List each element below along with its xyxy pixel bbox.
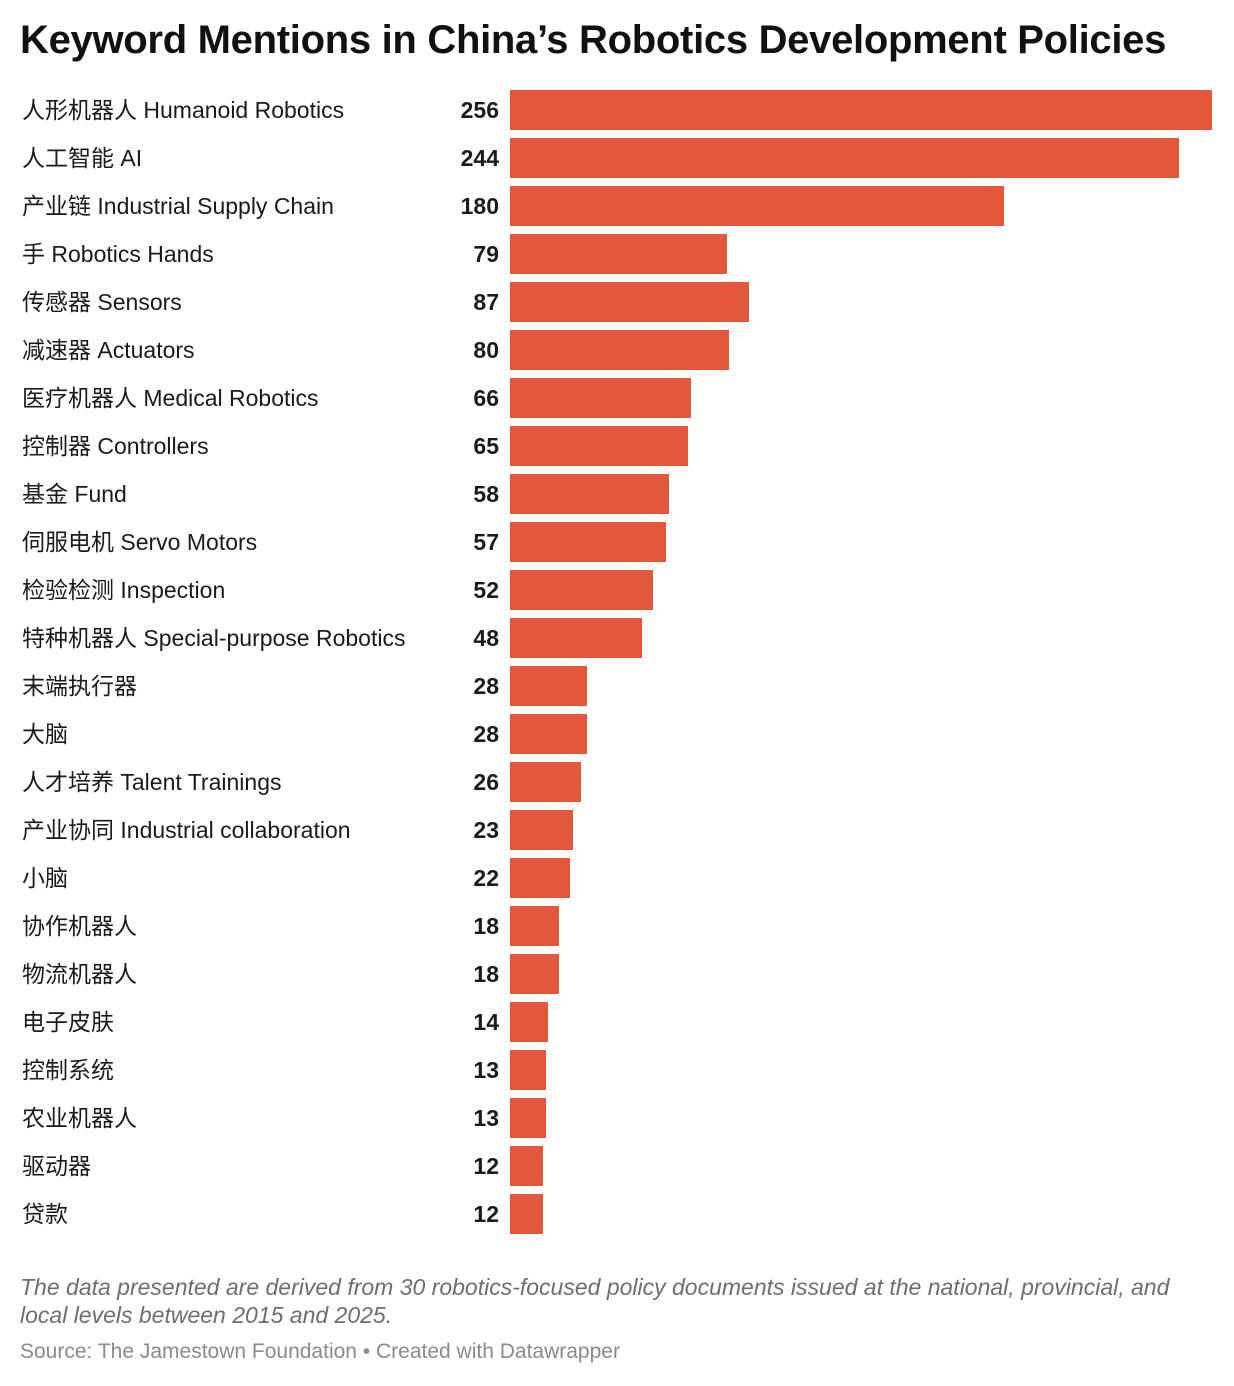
bar [510, 234, 727, 274]
value-label: 12 [473, 1153, 499, 1179]
category-label: 控制器 Controllers [22, 433, 209, 459]
bar [510, 474, 669, 514]
bar [510, 1194, 543, 1234]
value-label: 23 [473, 817, 499, 843]
bar [510, 666, 587, 706]
bar [510, 1050, 546, 1090]
category-label: 伺服电机 Servo Motors [22, 529, 257, 555]
chart-note: The data presented are derived from 30 r… [20, 1274, 1170, 1328]
category-label: 驱动器 [22, 1153, 91, 1179]
category-label: 手 Robotics Hands [22, 241, 214, 267]
category-label: 医疗机器人 Medical Robotics [22, 385, 319, 411]
bar [510, 1002, 548, 1042]
category-label: 贷款 [22, 1201, 68, 1227]
category-label: 农业机器人 [22, 1105, 137, 1131]
value-label: 79 [473, 241, 499, 267]
value-label: 28 [473, 673, 499, 699]
value-label: 80 [473, 337, 499, 363]
value-label: 87 [473, 289, 499, 315]
category-label: 人形机器人 Humanoid Robotics [22, 97, 344, 123]
value-label: 12 [473, 1201, 499, 1227]
bar [510, 186, 1004, 226]
bar [510, 570, 653, 610]
category-label: 大脑 [22, 721, 68, 747]
category-label: 产业协同 Industrial collaboration [22, 817, 351, 843]
category-label: 传感器 Sensors [22, 289, 182, 315]
chart-title: Keyword Mentions in China’s Robotics Dev… [20, 18, 1167, 62]
bar [510, 1098, 546, 1138]
category-label: 减速器 Actuators [22, 337, 195, 363]
bar [510, 522, 666, 562]
value-label: 18 [473, 961, 499, 987]
value-label: 26 [473, 769, 499, 795]
bar [510, 1146, 543, 1186]
category-label: 小脑 [22, 865, 68, 891]
category-label: 基金 Fund [22, 481, 127, 507]
value-label: 13 [473, 1057, 499, 1083]
value-label: 256 [461, 97, 499, 123]
bar [510, 378, 691, 418]
category-label: 人才培养 Talent Trainings [22, 769, 281, 795]
category-label: 电子皮肤 [22, 1009, 114, 1035]
bar [510, 810, 573, 850]
bar [510, 714, 587, 754]
category-label: 产业链 Industrial Supply Chain [22, 193, 334, 219]
value-label: 22 [473, 865, 499, 891]
bar [510, 426, 688, 466]
bar [510, 762, 581, 802]
bar [510, 90, 1212, 130]
category-label: 末端执行器 [22, 673, 137, 699]
value-label: 180 [461, 193, 499, 219]
value-label: 52 [473, 577, 499, 603]
category-label: 物流机器人 [22, 961, 137, 987]
chart-source: Source: The Jamestown Foundation • Creat… [20, 1340, 620, 1363]
bar [510, 906, 559, 946]
bar [510, 618, 642, 658]
value-label: 58 [473, 481, 499, 507]
bar-chart: 人形机器人 Humanoid Robotics 256 人工智能 AI 244 产业链 … [22, 90, 1212, 1234]
value-label: 244 [461, 145, 500, 171]
bar [510, 138, 1179, 178]
value-label: 18 [473, 913, 499, 939]
value-label: 14 [473, 1009, 499, 1035]
category-label: 控制系统 [22, 1057, 114, 1083]
value-label: 65 [473, 433, 499, 459]
value-label: 66 [473, 385, 499, 411]
value-label: 13 [473, 1105, 499, 1131]
category-label: 特种机器人 Special-purpose Robotics [22, 625, 405, 651]
bar [510, 282, 749, 322]
category-label: 人工智能 AI [22, 145, 142, 171]
bar [510, 858, 570, 898]
bar [510, 954, 559, 994]
value-label: 57 [473, 529, 499, 555]
category-label: 检验检测 Inspection [22, 577, 225, 603]
bar [510, 330, 729, 370]
value-label: 48 [473, 625, 499, 651]
category-label: 协作机器人 [22, 913, 137, 939]
value-label: 28 [473, 721, 499, 747]
